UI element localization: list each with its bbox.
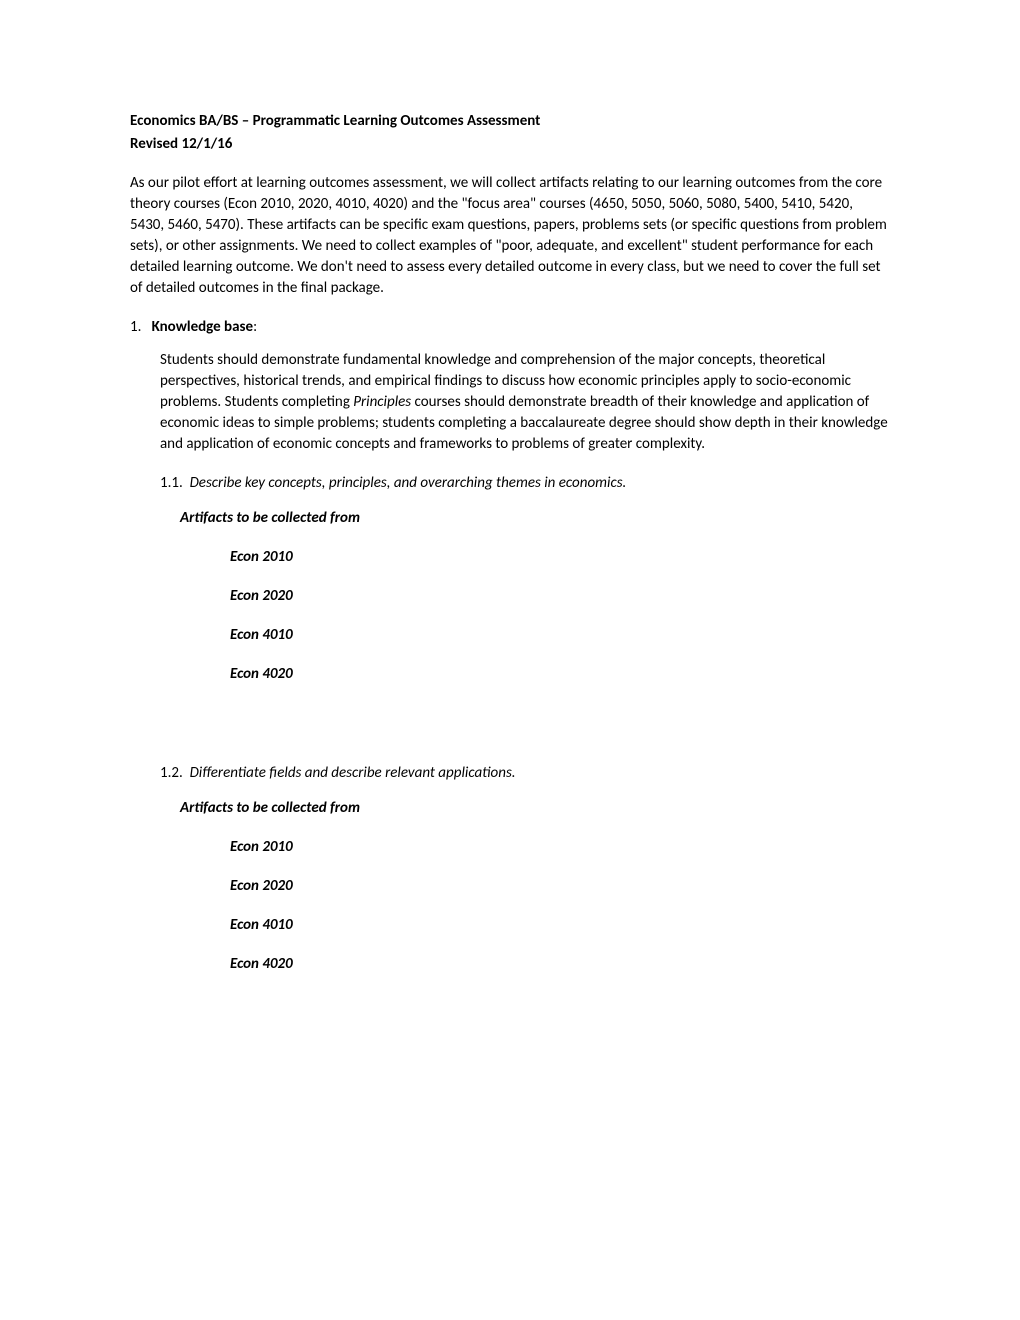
subsection-1-2: 1.2. Differentiate fields and describe r… [130, 763, 890, 784]
list-item: Econ 4010 [230, 625, 890, 646]
list-item: Econ 2010 [230, 547, 890, 568]
course-list-1-1: Econ 2010 Econ 2020 Econ 4010 Econ 4020 [130, 547, 890, 685]
list-item: Econ 4010 [230, 915, 890, 936]
section-1-body-italic: Principles [353, 393, 411, 411]
list-item: Econ 2010 [230, 837, 890, 858]
subsection-1-1-text: Describe key concepts, principles, and o… [190, 474, 627, 492]
document-title: Economics BA/BS – Programmatic Learning … [130, 110, 890, 155]
list-item: Econ 2020 [230, 876, 890, 897]
spacer [130, 703, 890, 763]
course-list-1-2: Econ 2010 Econ 2020 Econ 4010 Econ 4020 [130, 837, 890, 975]
section-1-colon: : [253, 318, 257, 336]
intro-paragraph: As our pilot effort at learning outcomes… [130, 173, 890, 299]
artifacts-label-1-1: Artifacts to be collected from [130, 508, 890, 529]
title-line1: Economics BA/BS – Programmatic Learning … [130, 110, 890, 133]
section-1-heading: 1. Knowledge base: [130, 317, 890, 338]
artifacts-label-1-2: Artifacts to be collected from [130, 798, 890, 819]
subsection-1-1: 1.1. Describe key concepts, principles, … [130, 473, 890, 494]
subsection-1-2-text: Differentiate fields and describe releva… [190, 764, 516, 782]
list-item: Econ 4020 [230, 664, 890, 685]
section-1-title: Knowledge base [152, 318, 253, 336]
title-line2: Revised 12/1/16 [130, 133, 890, 156]
list-item: Econ 2020 [230, 586, 890, 607]
list-item: Econ 4020 [230, 954, 890, 975]
subsection-1-2-number: 1.2. [160, 764, 183, 782]
section-1-number: 1. [130, 318, 141, 336]
section-1-body: Students should demonstrate fundamental … [130, 350, 890, 455]
subsection-1-1-number: 1.1. [160, 474, 183, 492]
